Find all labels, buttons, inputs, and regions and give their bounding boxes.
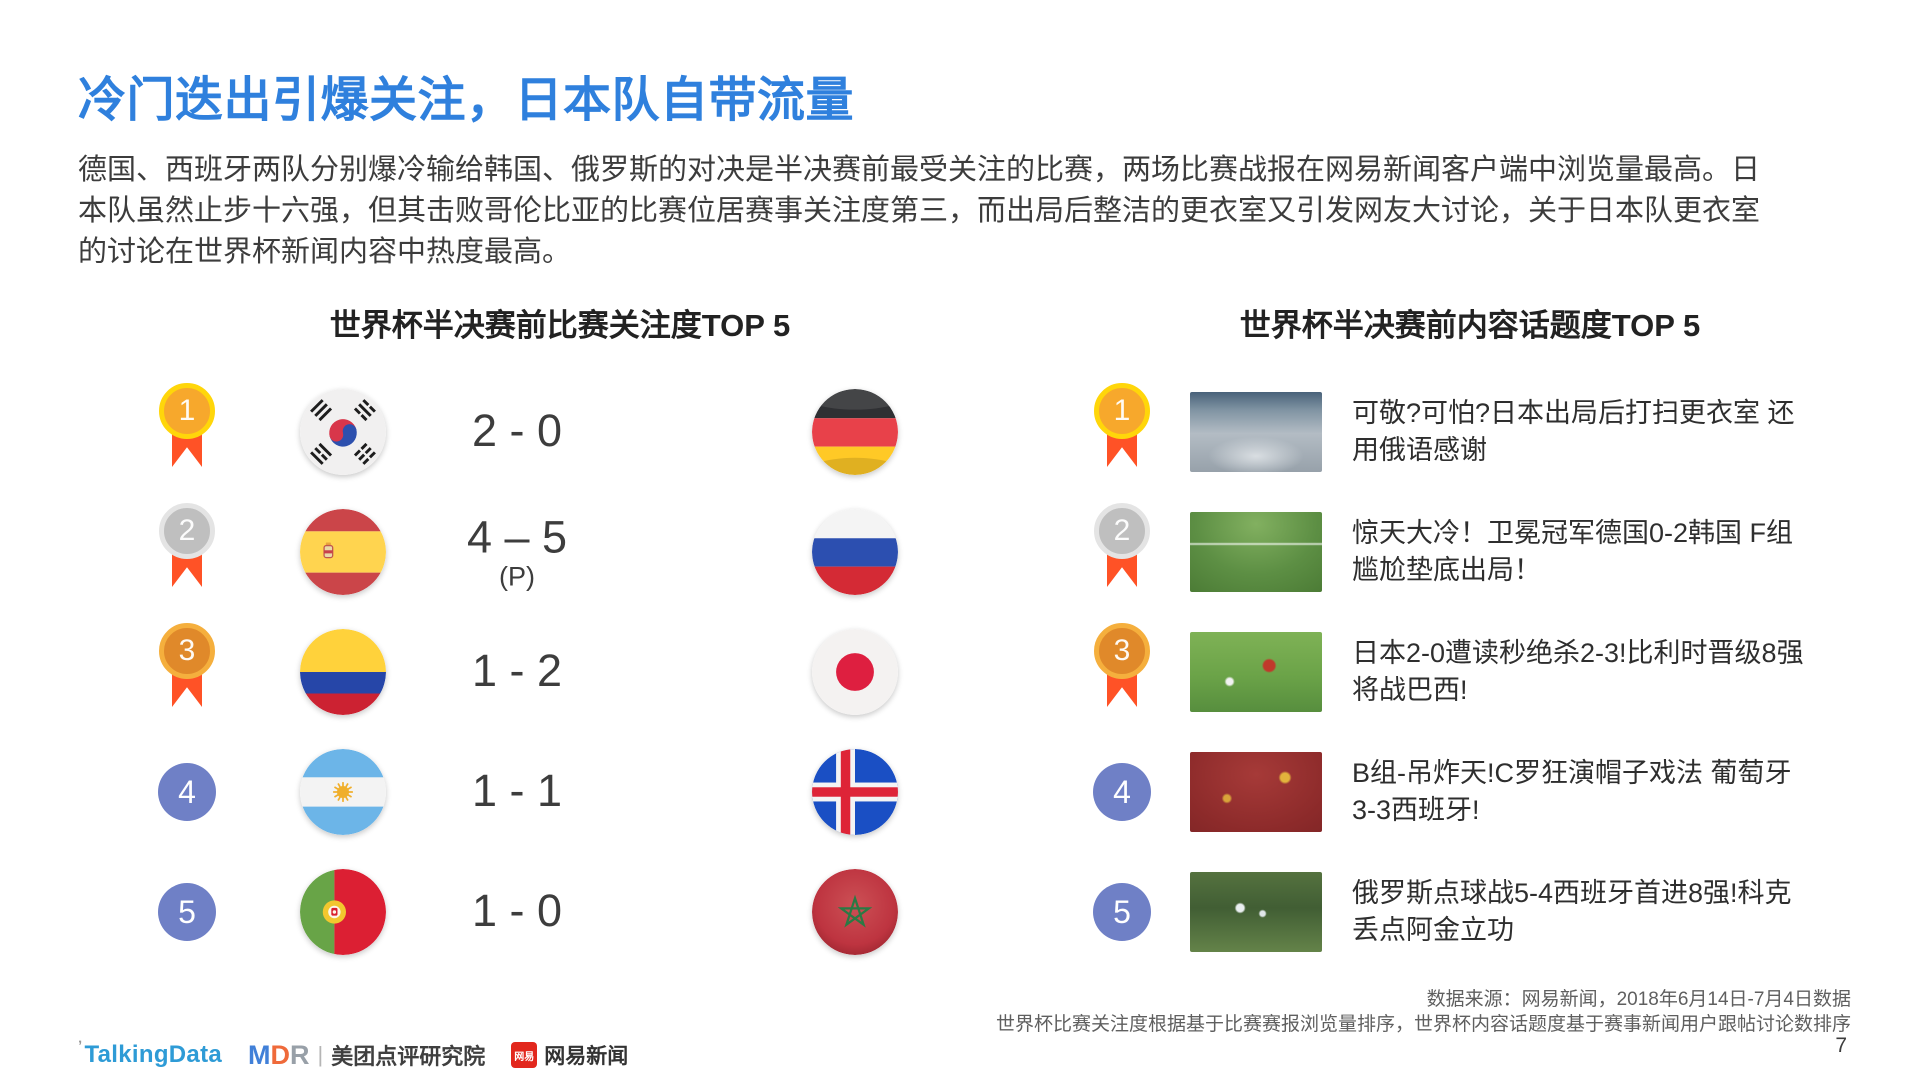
news-headline: 日本2-0遭读秒绝杀2-3!比利时晋级8强将战巴西! — [1352, 638, 1804, 705]
topic-ranking-header: 世界杯半决赛前内容话题度TOP 5 — [1239, 308, 1701, 343]
topic-ranking-list: 1 可敬?可怕?日本出局后打扫更衣室 还用俄语感谢 2 惊天大冷！卫冕冠军德国0… — [1060, 372, 1890, 972]
page-number: 7 — [1835, 1034, 1847, 1057]
flag-south-korea-icon — [300, 389, 386, 475]
flag-russia-icon — [812, 509, 898, 595]
rank-5-badge: 5 — [158, 883, 216, 941]
match-row: 3 1 - 2 — [130, 612, 940, 732]
rank-4-badge: 4 — [158, 763, 216, 821]
logo-divider: | — [317, 1042, 324, 1067]
data-source-line-2: 世界杯比赛关注度根据基于比赛赛报浏览量排序，世界杯内容话题度基于赛事新闻用户跟帖… — [995, 1014, 1851, 1035]
rank-number: 1 — [1094, 383, 1150, 439]
footer-logos: ʼ TalkingData MDR | 美团点评研究院 网易 网易新闻 — [78, 1038, 628, 1071]
news-headline: 惊天大冷！卫冕冠军德国0-2韩国 F组尴尬垫底出局！ — [1352, 518, 1794, 585]
rank-2-medal-icon: 2 — [1094, 503, 1150, 601]
germany-korea-match-photo — [1190, 512, 1322, 592]
match-row: 4 1 - 1 — [130, 732, 940, 852]
japan-belgium-match-photo — [1190, 632, 1322, 712]
rank-5-badge: 5 — [1093, 883, 1151, 941]
mdr-wordmark: MDR — [248, 1039, 310, 1070]
match-ranking-list: 1 2 - 0 — [130, 372, 940, 972]
rank-2-medal-icon: 2 — [159, 503, 215, 601]
topic-row: 2 惊天大冷！卫冕冠军德国0-2韩国 F组尴尬垫底出局！ — [1060, 492, 1890, 612]
flag-argentina-icon — [300, 749, 386, 835]
japan-locker-room-photo — [1190, 392, 1322, 472]
rank-1-medal-icon: 1 — [1094, 383, 1150, 481]
flag-germany-icon — [812, 389, 898, 475]
match-score: 1 - 1 — [471, 764, 563, 816]
match-score-note: (P) — [499, 561, 535, 592]
intro-paragraph: 德国、西班牙两队分别爆冷输给韩国、俄罗斯的对决是半决赛前最受关注的比赛，两场比赛… — [78, 154, 1761, 268]
talkingdata-tick-icon: ʼ — [78, 1038, 83, 1055]
topic-row: 5 俄罗斯点球战5-4西班牙首进8强!科克丢点阿金立功 — [1060, 852, 1890, 972]
match-row: 1 2 - 0 — [130, 372, 940, 492]
rank-number: 3 — [1094, 623, 1150, 679]
topic-row: 3 日本2-0遭读秒绝杀2-3!比利时晋级8强将战巴西! — [1060, 612, 1890, 732]
data-source-line-1: 数据来源：网易新闻，2018年6月14日-7月4日数据 — [1426, 989, 1851, 1010]
meituan-dianping-research-logo: MDR | 美团点评研究院 — [248, 1039, 485, 1071]
rank-number: 2 — [1094, 503, 1150, 559]
news-headline: B组-吊炸天!C罗狂演帽子戏法 葡萄牙3-3西班牙! — [1352, 758, 1792, 825]
rank-number: 1 — [159, 383, 215, 439]
rank-4-badge: 4 — [1093, 763, 1151, 821]
match-ranking-header: 世界杯半决赛前比赛关注度TOP 5 — [329, 308, 791, 343]
page-title: 冷门迭出引爆关注，日本队自带流量 — [78, 74, 855, 127]
talkingdata-logo: ʼ TalkingData — [78, 1038, 223, 1069]
flag-portugal-icon — [300, 869, 386, 955]
match-row: 2 4 – 5 (P) — [130, 492, 940, 612]
topic-row: 4 B组-吊炸天!C罗狂演帽子戏法 葡萄牙3-3西班牙! — [1060, 732, 1890, 852]
match-score: 2 - 0 — [471, 404, 563, 456]
rank-number: 2 — [159, 503, 215, 559]
rank-3-medal-icon: 3 — [1094, 623, 1150, 721]
match-score: 1 - 0 — [471, 884, 563, 936]
match-score: 4 – 5 — [466, 511, 568, 563]
topic-row: 1 可敬?可怕?日本出局后打扫更衣室 还用俄语感谢 — [1060, 372, 1890, 492]
netease-news-logo: 网易 网易新闻 — [511, 1040, 628, 1070]
flag-morocco-icon — [812, 869, 898, 955]
flag-japan-icon — [812, 629, 898, 715]
flag-iceland-icon — [812, 749, 898, 835]
netease-badge-icon: 网易 — [511, 1042, 538, 1068]
portugal-spain-fans-photo — [1190, 752, 1322, 832]
rank-3-medal-icon: 3 — [159, 623, 215, 721]
russia-spain-match-photo — [1190, 872, 1322, 952]
match-row: 5 1 - 0 — [130, 852, 940, 972]
netease-label: 网易新闻 — [544, 1045, 629, 1068]
rank-number: 3 — [159, 623, 215, 679]
news-headline: 可敬?可怕?日本出局后打扫更衣室 还用俄语感谢 — [1352, 398, 1795, 465]
flag-spain-icon — [300, 509, 386, 595]
news-headline: 俄罗斯点球战5-4西班牙首进8强!科克丢点阿金立功 — [1352, 878, 1792, 945]
match-score: 1 - 2 — [471, 644, 563, 696]
rank-1-medal-icon: 1 — [159, 383, 215, 481]
flag-colombia-icon — [300, 629, 386, 715]
mdr-label: 美团点评研究院 — [331, 1044, 486, 1069]
talkingdata-wordmark: TalkingData — [84, 1041, 223, 1068]
